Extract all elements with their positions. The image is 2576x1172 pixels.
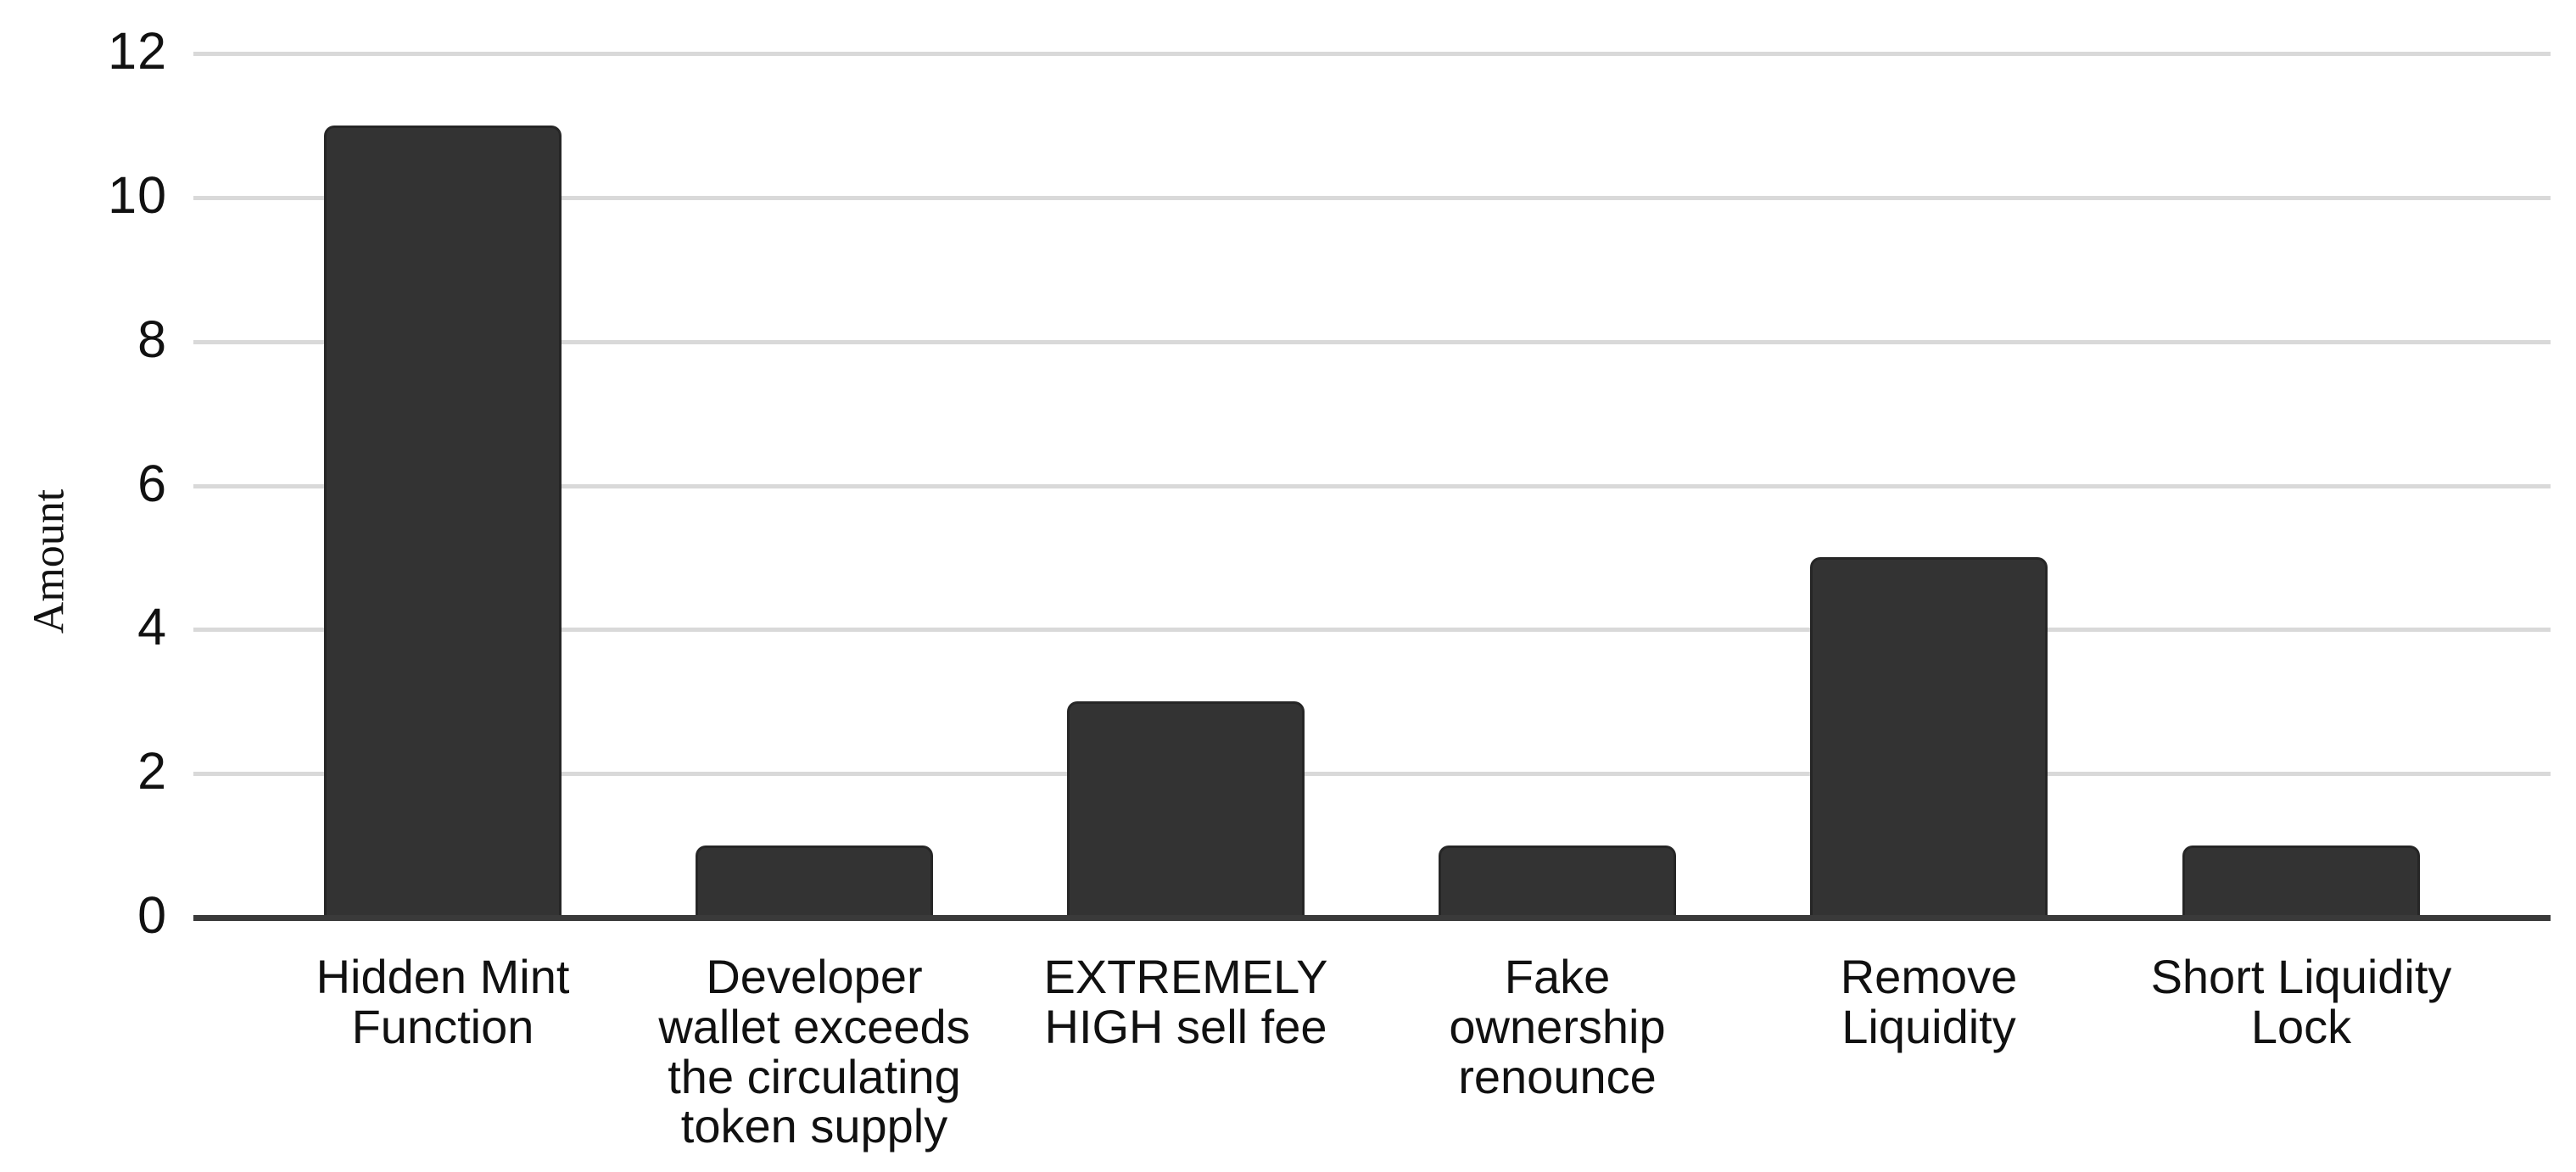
bar-remove-liquidity: [1810, 557, 2048, 918]
y-tick-label-10: 10: [108, 165, 167, 224]
gridline-y-6: [193, 483, 2551, 488]
x-tick-label-fake-ownership-renounce: Fake ownership renounce: [1449, 950, 1666, 1103]
bar-hidden-mint-function: [324, 126, 562, 918]
y-tick-label-6: 6: [137, 454, 167, 512]
y-tick-label-4: 4: [137, 598, 167, 656]
x-tick-label-short-liquidity-lock: Short Liquidity Lock: [2150, 950, 2452, 1053]
x-tick-label-hidden-mint-function: Hidden Mint Function: [316, 950, 570, 1053]
x-tick-label-remove-liquidity: Remove Liquidity: [1840, 950, 2018, 1053]
y-tick-label-8: 8: [137, 310, 167, 368]
y-tick-label-0: 0: [137, 886, 167, 945]
bar-fake-ownership-renounce: [1439, 846, 1676, 918]
bar-short-liquidity-lock: [2182, 846, 2420, 918]
x-axis-line: [193, 915, 2551, 921]
gridline-y-12: [193, 52, 2551, 56]
bar-extremely-high-sell-fee: [1067, 701, 1305, 918]
bar-developer-wallet-exceeds-the-circulating-token-supply: [696, 846, 933, 918]
gridline-y-2: [193, 772, 2551, 777]
x-tick-label-developer-wallet-exceeds-the-circulating-token-supply: Developer wallet exceeds the circulating…: [658, 950, 970, 1153]
y-tick-label-2: 2: [137, 742, 167, 801]
gridline-y-4: [193, 628, 2551, 633]
x-tick-label-extremely-high-sell-fee: EXTREMELY HIGH sell fee: [1043, 950, 1328, 1053]
gridline-y-8: [193, 339, 2551, 344]
y-tick-label-12: 12: [108, 22, 167, 81]
gridline-y-10: [193, 195, 2551, 200]
